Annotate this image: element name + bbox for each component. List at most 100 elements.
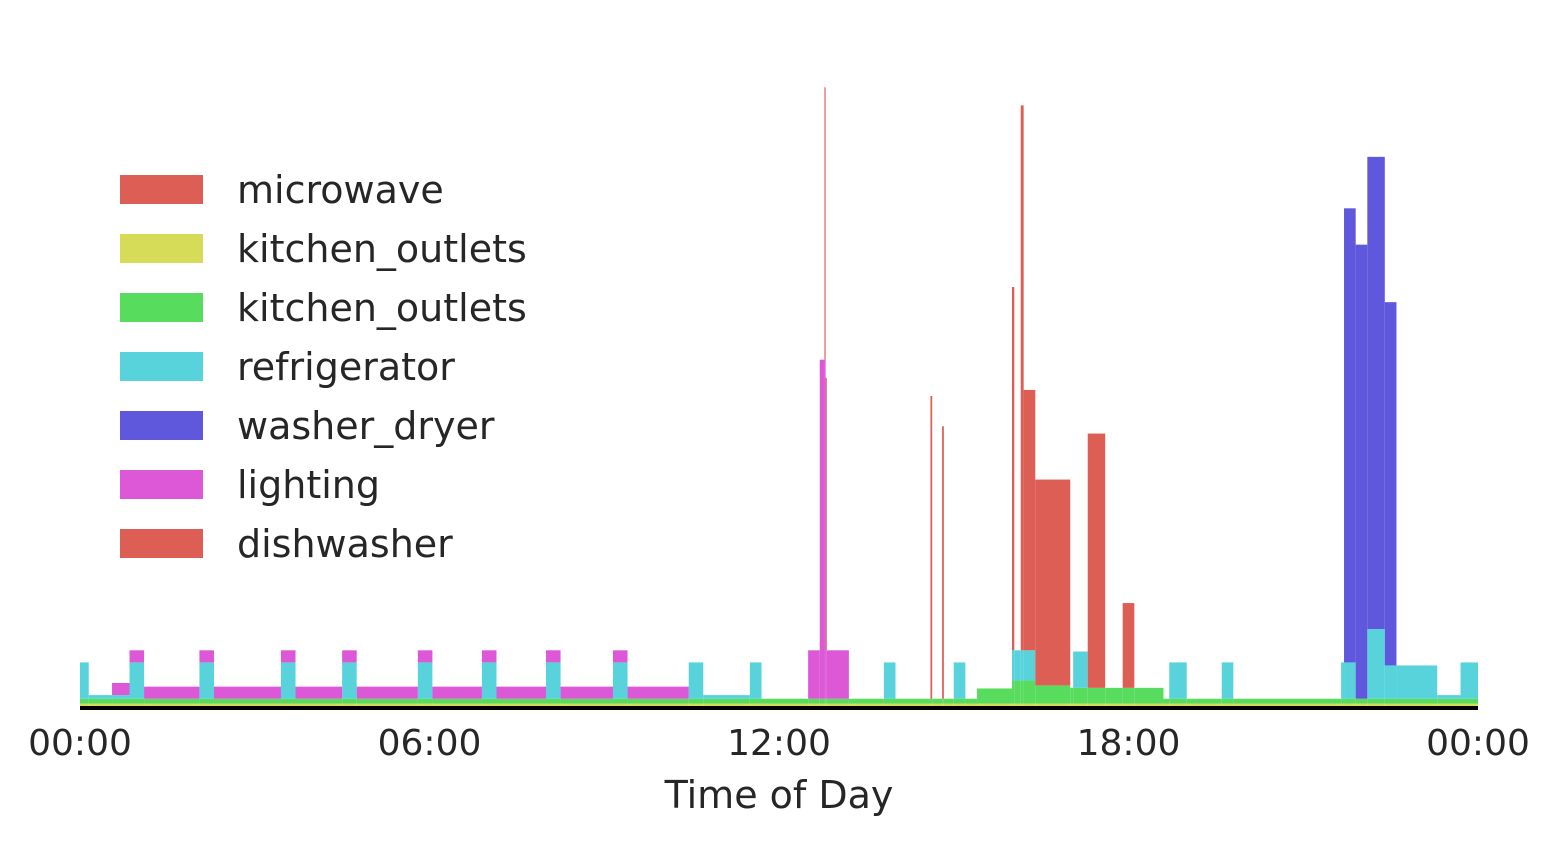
area-segment-kitchen_outlets <box>825 703 827 706</box>
legend-label: dishwasher <box>237 522 453 566</box>
x-tick-label: 06:00 <box>378 723 482 764</box>
x-tick-label: 18:00 <box>1077 723 1181 764</box>
area-segment-kitchen_outlets <box>417 703 433 706</box>
area-segment-kitchen_outlets <box>213 703 281 706</box>
area-segment-kitchen_outlets <box>1023 703 1036 706</box>
area-segment-kitchen_outlets <box>112 703 130 706</box>
area-segment-kitchen_outlets <box>356 703 418 706</box>
legend-swatch <box>120 293 203 322</box>
area-segment-refrigerator <box>1073 651 1088 688</box>
area-segment-kitchen_outlets <box>1169 703 1187 706</box>
area-segment-refrigerator <box>280 662 296 699</box>
area-segment-dishwasher <box>1122 603 1135 688</box>
legend-label: lighting <box>237 463 380 507</box>
area-segment-kitchen_outlets <box>1105 703 1123 706</box>
area-segment-lighting <box>280 650 296 663</box>
area-segment-kitchen_outlets <box>824 698 826 704</box>
legend-swatch <box>120 234 203 263</box>
series-refrigerator-2 <box>80 629 1478 699</box>
area-segment-lighting <box>496 686 546 699</box>
area-segment-kitchen_outlets <box>1221 698 1234 704</box>
area-segment-refrigerator <box>612 662 628 699</box>
area-segment-washer_dryer <box>1367 156 1385 630</box>
area-segment-lighting <box>112 682 130 696</box>
area-segment-refrigerator <box>703 695 750 699</box>
area-segment-lighting <box>213 686 281 699</box>
x-tick-label: 00:00 <box>28 723 132 764</box>
area-segment-refrigerator <box>883 662 896 699</box>
area-segment-kitchen_outlets <box>342 698 357 704</box>
area-segment-kitchen_outlets <box>612 703 628 706</box>
area-segment-kitchen_outlets <box>1070 687 1074 704</box>
area-segment-refrigerator <box>953 662 966 699</box>
series-kitchen_outlets-0 <box>80 703 1478 706</box>
area-segment-kitchen_outlets <box>932 703 943 706</box>
area-segment-refrigerator <box>1341 662 1345 699</box>
area-segment-kitchen_outlets <box>1367 698 1385 704</box>
area-segment-refrigerator <box>1221 662 1234 699</box>
area-segment-kitchen_outlets <box>129 698 145 704</box>
area-segment-kitchen_outlets <box>213 698 281 704</box>
area-segment-refrigerator <box>342 662 357 699</box>
area-segment-kitchen_outlets <box>481 703 497 706</box>
area-segment-kitchen_outlets <box>965 698 978 704</box>
area-segment-kitchen_outlets <box>356 698 418 704</box>
area-segment-kitchen_outlets <box>1396 698 1438 704</box>
area-segment-refrigerator <box>417 662 433 699</box>
area-segment-kitchen_outlets <box>1020 680 1024 704</box>
area-segment-kitchen_outlets <box>1341 703 1345 706</box>
area-segment-kitchen_outlets <box>1396 703 1438 706</box>
area-segment-kitchen_outlets <box>199 698 214 704</box>
area-segment-microwave <box>824 87 826 360</box>
area-segment-refrigerator <box>1367 629 1385 699</box>
area-segment-kitchen_outlets <box>560 698 613 704</box>
area-segment-kitchen_outlets <box>280 703 296 706</box>
area-segment-kitchen_outlets <box>977 688 1012 704</box>
area-segment-microwave <box>942 426 944 699</box>
x-axis-label: Time of Day <box>664 773 894 817</box>
x-tick-label: 00:00 <box>1426 723 1530 764</box>
area-segment-kitchen_outlets <box>942 698 944 704</box>
area-segment-kitchen_outlets <box>1233 703 1342 706</box>
area-segment-lighting <box>129 650 145 663</box>
area-segment-kitchen_outlets <box>1355 698 1368 704</box>
series-kitchen_outlets-1 <box>80 680 1478 704</box>
legend-label: kitchen_outlets <box>237 286 527 330</box>
area-segment-kitchen_outlets <box>883 703 896 706</box>
area-segment-kitchen_outlets <box>1035 703 1071 706</box>
area-segment-kitchen_outlets <box>1087 703 1106 706</box>
area-segment-lighting <box>199 650 214 663</box>
area-segment-kitchen_outlets <box>977 703 1012 706</box>
area-segment-kitchen_outlets <box>481 698 497 704</box>
area-segment-kitchen_outlets <box>703 703 750 706</box>
area-segment-kitchen_outlets <box>1437 698 1461 704</box>
area-segment-kitchen_outlets <box>1087 687 1106 704</box>
area-segment-washer_dryer <box>1355 244 1368 699</box>
area-segment-kitchen_outlets <box>930 703 933 706</box>
area-segment-lighting <box>826 650 849 699</box>
area-segment-lighting <box>612 650 628 663</box>
area-segment-refrigerator <box>1020 650 1024 681</box>
area-segment-kitchen_outlets <box>1035 685 1071 704</box>
area-segment-kitchen_outlets <box>688 703 704 706</box>
legend-label: kitchen_outlets <box>237 227 527 271</box>
area-segment-kitchen_outlets <box>688 698 704 704</box>
area-segment-kitchen_outlets <box>703 698 750 704</box>
area-segment-kitchen_outlets <box>930 698 933 704</box>
area-segment-kitchen_outlets <box>825 698 827 704</box>
area-segment-kitchen_outlets <box>943 703 954 706</box>
area-segment-dishwasher <box>1023 389 1036 651</box>
area-segment-kitchen_outlets <box>627 703 689 706</box>
area-segment-refrigerator <box>546 662 561 699</box>
area-segment-kitchen_outlets <box>1341 698 1345 704</box>
area-segment-refrigerator <box>112 695 130 699</box>
area-segment-refrigerator <box>1384 665 1397 699</box>
area-segment-kitchen_outlets <box>80 703 89 706</box>
area-segment-kitchen_outlets <box>1460 698 1478 704</box>
area-segment-kitchen_outlets <box>1020 703 1024 706</box>
area-segment-kitchen_outlets <box>848 703 884 706</box>
area-segment-refrigerator <box>688 662 704 699</box>
area-segment-kitchen_outlets <box>848 698 884 704</box>
legend-label: refrigerator <box>237 345 455 389</box>
